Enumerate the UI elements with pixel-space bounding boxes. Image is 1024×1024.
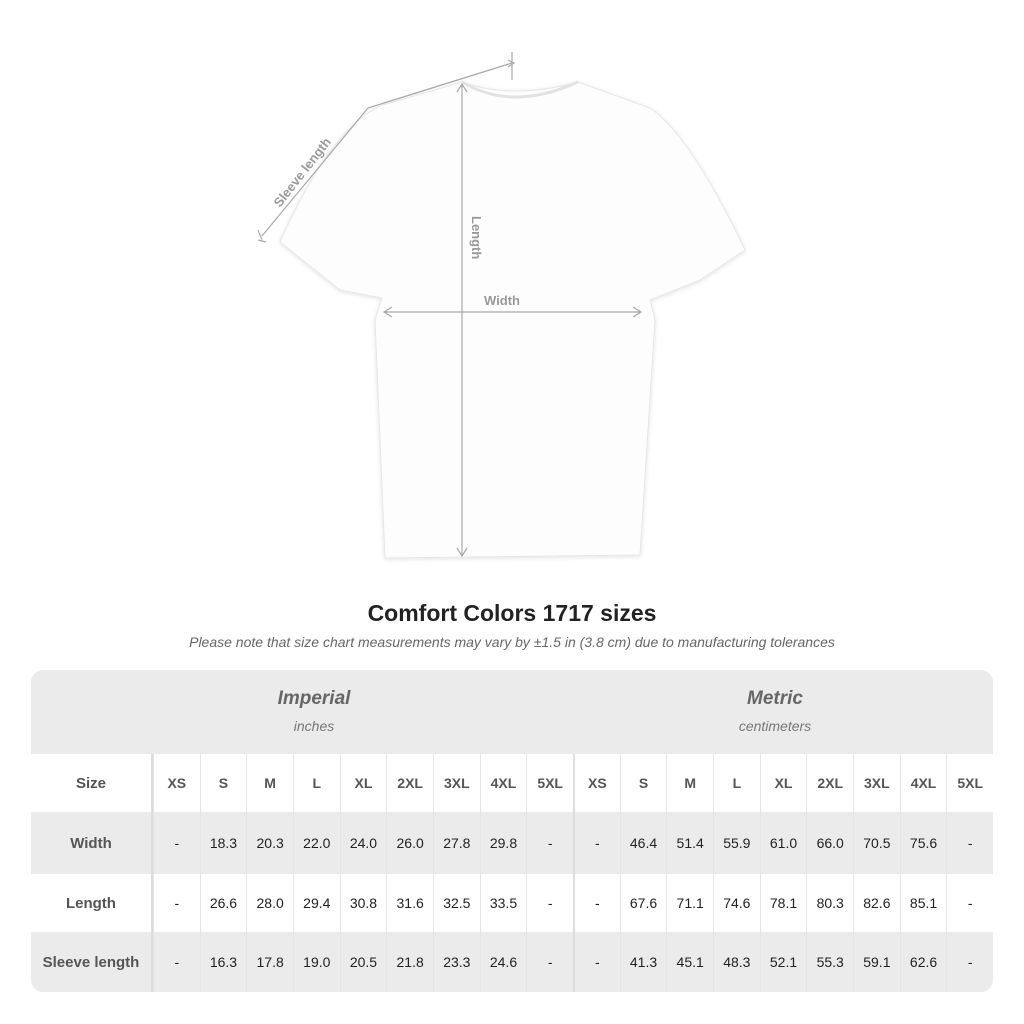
metric-cell: 71.1 <box>666 874 713 932</box>
imperial-cell: 29.8 <box>479 812 527 874</box>
table-row: Length -26.6 28.0 29.4 30.8 31.6 32.5 33.5- -67.… <box>31 874 993 932</box>
metric-cell: 51.4 <box>666 812 713 874</box>
size-header-cell: 5XL <box>526 754 573 812</box>
imperial-cell: 30.8 <box>339 874 387 932</box>
width-arrow <box>382 306 643 318</box>
size-header-cell: 2XL <box>386 754 433 812</box>
imperial-cell: 22.0 <box>292 812 340 874</box>
metric-cell: 78.1 <box>759 874 807 932</box>
metric-cell: - <box>573 874 620 932</box>
length-label: Length <box>469 216 484 259</box>
size-header-cell: L <box>292 754 340 812</box>
size-header-cell: XS <box>573 754 620 812</box>
width-label: Width <box>484 293 520 308</box>
metric-cell: 41.3 <box>619 932 667 992</box>
imperial-unit: inches <box>293 718 335 734</box>
table-row: Sleeve length -16.3 17.8 19.0 20.5 21.8 23.3 24… <box>31 932 993 992</box>
metric-cell: 80.3 <box>806 874 853 932</box>
row-label: Length <box>31 874 153 932</box>
metric-cell: 46.4 <box>619 812 667 874</box>
metric-cell: 61.0 <box>759 812 807 874</box>
imperial-cell: 29.4 <box>292 874 340 932</box>
imperial-cell: 16.3 <box>199 932 247 992</box>
size-header-cell: 4XL <box>479 754 527 812</box>
tshirt-image <box>279 81 746 559</box>
imperial-cell: 18.3 <box>199 812 247 874</box>
metric-cell: 70.5 <box>853 812 900 874</box>
metric-cell: 45.1 <box>666 932 713 992</box>
metric-cell: 85.1 <box>899 874 947 932</box>
imperial-cell: 23.3 <box>432 932 480 992</box>
imperial-cell: - <box>526 812 573 874</box>
size-header-cell: XL <box>339 754 387 812</box>
imperial-cell: 31.6 <box>386 874 433 932</box>
metric-cell: 66.0 <box>806 812 853 874</box>
imperial-cell: 26.6 <box>199 874 247 932</box>
size-header-cell: M <box>666 754 713 812</box>
row-label: Size <box>31 754 153 812</box>
imperial-cell: 27.8 <box>432 812 480 874</box>
size-header-cell: 5XL <box>946 754 993 812</box>
metric-cell: 67.6 <box>619 874 667 932</box>
metric-cell: 62.6 <box>899 932 947 992</box>
metric-unit: centimeters <box>738 718 812 734</box>
metric-cell: 82.6 <box>853 874 900 932</box>
imperial-cell: 21.8 <box>386 932 433 992</box>
imperial-cell: 24.6 <box>479 932 527 992</box>
imperial-header: Imperial inches <box>104 688 524 734</box>
size-header-row: Size XS S M L XL 2XL 3XL 4XL 5XL XS S M L XL 2XL 3XL 4XL 5… <box>31 754 993 812</box>
size-header-cell: 3XL <box>853 754 900 812</box>
imperial-cell: 26.0 <box>386 812 433 874</box>
metric-cell: - <box>946 932 993 992</box>
metric-cell: 75.6 <box>899 812 947 874</box>
imperial-cell: 33.5 <box>479 874 527 932</box>
tolerance-note: Please note that size chart measurements… <box>189 634 835 650</box>
metric-header: Metric centimeters <box>565 688 985 734</box>
page-title: Comfort Colors 1717 sizes <box>367 600 657 626</box>
imperial-cell: 32.5 <box>432 874 480 932</box>
imperial-cell: 20.3 <box>246 812 293 874</box>
metric-cell: - <box>946 812 993 874</box>
metric-cell: 48.3 <box>713 932 760 992</box>
metric-cell: - <box>573 812 620 874</box>
row-label: Width <box>31 812 153 874</box>
imperial-cell: - <box>152 874 200 932</box>
metric-cell: 74.6 <box>713 874 760 932</box>
metric-cell: - <box>573 932 620 992</box>
imperial-cell: - <box>526 932 573 992</box>
size-header-cell: S <box>619 754 667 812</box>
imperial-cell: 19.0 <box>292 932 340 992</box>
metric-cell: 55.9 <box>713 812 760 874</box>
imperial-cell: 24.0 <box>339 812 387 874</box>
tshirt-diagram: Sleeve length Length Width <box>257 52 746 559</box>
imperial-cell: 20.5 <box>339 932 387 992</box>
imperial-cell: 28.0 <box>246 874 293 932</box>
table-header-band: Imperial inches Metric centimeters <box>31 670 993 754</box>
size-header-cell: XS <box>152 754 200 812</box>
imperial-cell: - <box>152 932 200 992</box>
row-label: Sleeve length <box>31 932 153 992</box>
length-arrow <box>456 82 468 558</box>
size-header-cell: 4XL <box>899 754 947 812</box>
table-row: Width -18.3 20.3 22.0 24.0 26.0 27.8 29.8- -46.4… <box>31 812 993 874</box>
size-header-cell: S <box>199 754 247 812</box>
size-header-cell: 3XL <box>432 754 480 812</box>
sleeve-arrow <box>261 62 513 237</box>
metric-cell: 55.3 <box>806 932 853 992</box>
imperial-cell: - <box>152 812 200 874</box>
imperial-cell: 17.8 <box>246 932 293 992</box>
size-header-cell: L <box>713 754 760 812</box>
size-header-cell: XL <box>759 754 807 812</box>
size-header-cell: M <box>246 754 293 812</box>
imperial-title: Imperial <box>277 688 351 709</box>
imperial-cell: - <box>526 874 573 932</box>
metric-cell: 59.1 <box>853 932 900 992</box>
metric-title: Metric <box>747 688 803 709</box>
size-header-cell: 2XL <box>806 754 853 812</box>
metric-cell: 52.1 <box>759 932 807 992</box>
size-table: Imperial inches Metric centimeters Size X… <box>31 670 993 992</box>
metric-cell: - <box>946 874 993 932</box>
